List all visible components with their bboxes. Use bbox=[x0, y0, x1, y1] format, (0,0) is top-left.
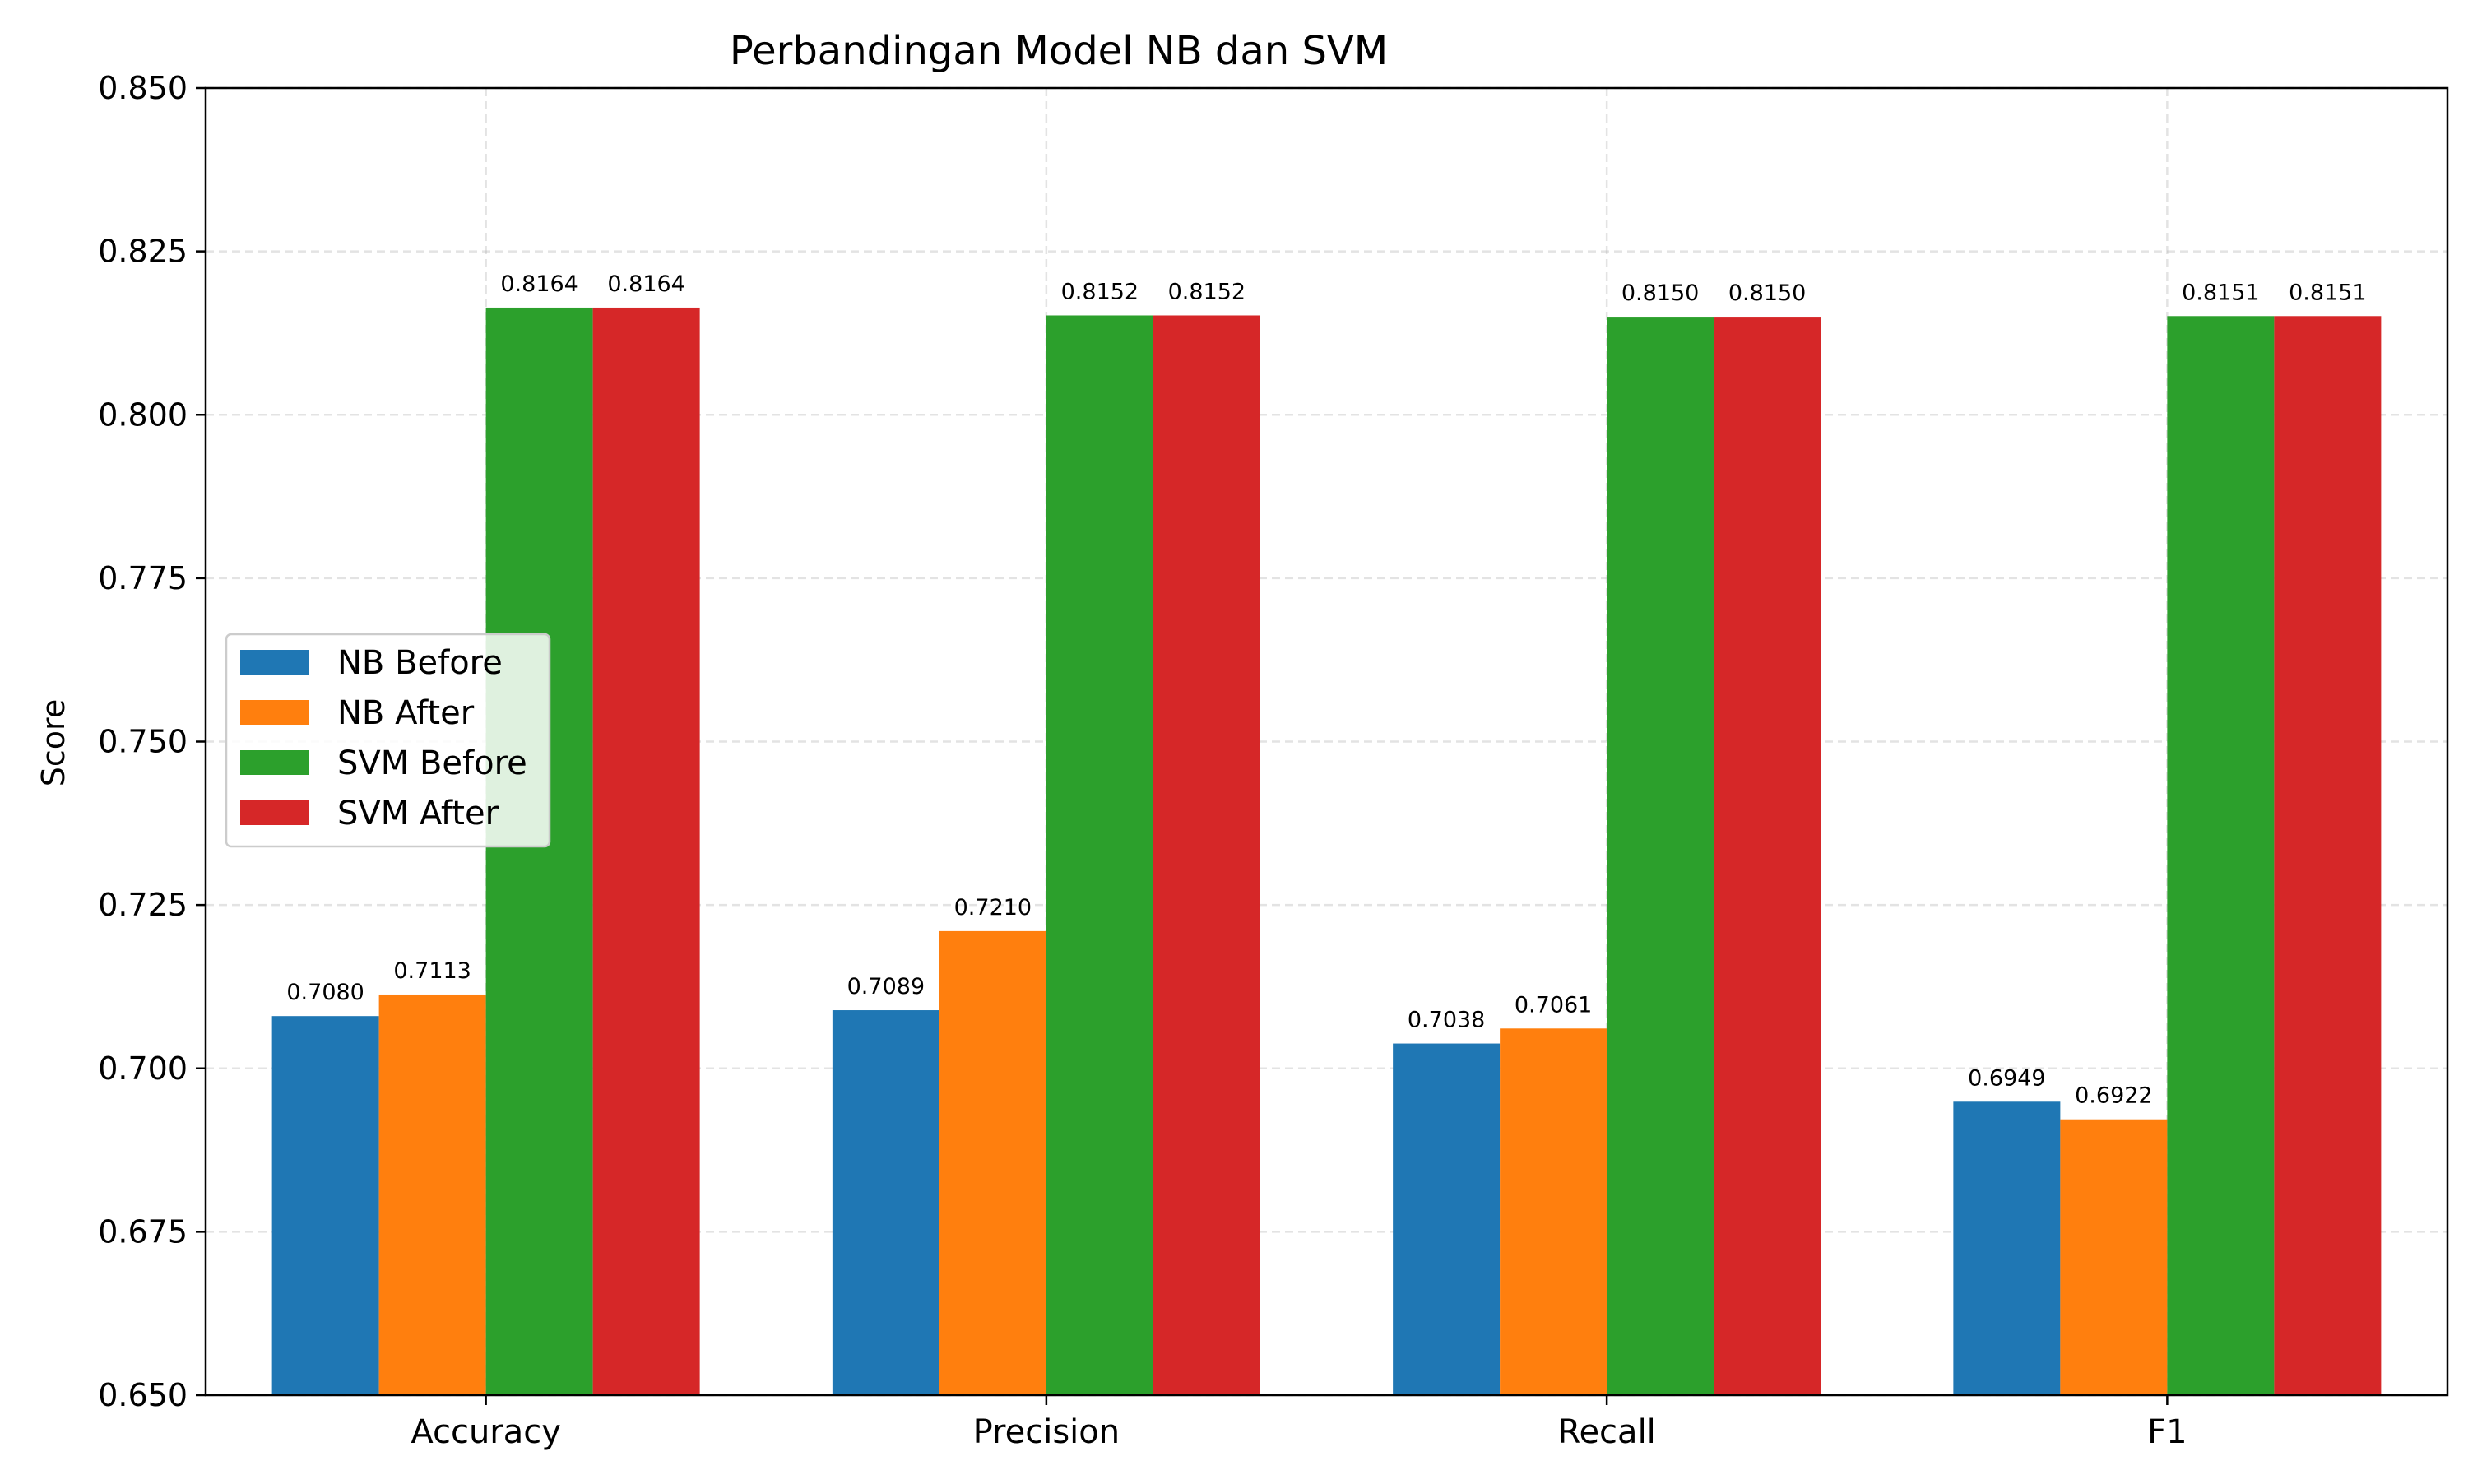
bar bbox=[2167, 316, 2275, 1395]
bar bbox=[1714, 317, 1821, 1396]
legend-swatch bbox=[240, 800, 309, 825]
bar-value-label: 0.7080 bbox=[286, 980, 364, 1005]
bar bbox=[1607, 317, 1714, 1396]
y-tick-label: 0.825 bbox=[98, 234, 188, 270]
y-tick-label: 0.650 bbox=[98, 1377, 188, 1413]
bar bbox=[939, 930, 1046, 1395]
bar bbox=[271, 1016, 379, 1395]
x-tick-label: F1 bbox=[2147, 1413, 2187, 1451]
bar bbox=[592, 307, 700, 1395]
x-tick-label: Accuracy bbox=[411, 1413, 561, 1451]
legend-label: SVM After bbox=[337, 795, 499, 832]
bar bbox=[2060, 1119, 2168, 1395]
y-tick-label: 0.775 bbox=[98, 560, 188, 596]
bar-value-label: 0.8150 bbox=[1621, 281, 1699, 306]
bar-value-label: 0.8152 bbox=[1168, 279, 1246, 304]
bar-value-label: 0.8151 bbox=[2289, 280, 2366, 305]
bar bbox=[378, 994, 486, 1395]
chart-title: Perbandingan Model NB dan SVM bbox=[730, 28, 1388, 74]
y-tick-label: 0.850 bbox=[98, 70, 188, 106]
bar-value-label: 0.7061 bbox=[1515, 992, 1592, 1018]
bar-value-label: 0.7038 bbox=[1408, 1008, 1485, 1033]
bar-value-label: 0.6922 bbox=[2075, 1083, 2152, 1109]
bar bbox=[1153, 315, 1260, 1396]
bar-value-label: 0.8164 bbox=[607, 271, 684, 297]
bar bbox=[1500, 1028, 1607, 1395]
bar bbox=[832, 1010, 939, 1395]
legend-label: NB Before bbox=[337, 644, 503, 682]
bar bbox=[2274, 316, 2382, 1395]
bar-value-label: 0.7113 bbox=[393, 958, 471, 984]
bars-layer bbox=[271, 307, 2382, 1396]
bar-value-label: 0.8150 bbox=[1728, 281, 1806, 306]
y-tick-label: 0.675 bbox=[98, 1213, 188, 1250]
legend-swatch bbox=[240, 750, 309, 775]
y-tick-label: 0.700 bbox=[98, 1050, 188, 1087]
x-tick-label: Recall bbox=[1557, 1413, 1655, 1451]
legend-label: NB After bbox=[337, 694, 475, 732]
bar-value-label: 0.8151 bbox=[2182, 280, 2259, 305]
legend-swatch bbox=[240, 700, 309, 725]
bar-value-label: 0.7210 bbox=[954, 895, 1032, 921]
legend: NB Before NB After SVM Before SVM After bbox=[225, 633, 551, 848]
bar bbox=[485, 307, 593, 1395]
legend-swatch bbox=[240, 650, 309, 675]
legend-box bbox=[225, 633, 551, 848]
y-tick-label: 0.750 bbox=[98, 724, 188, 760]
labels-layer: 0.7080 0.7113 0.8164 0.8164 0.7089 0.7210 0.81… bbox=[286, 271, 2366, 1109]
bar-value-label: 0.8152 bbox=[1061, 279, 1139, 304]
bar bbox=[1953, 1101, 2061, 1395]
bar bbox=[1393, 1043, 1501, 1395]
axes-layer: 0.650 0.675 0.700 0.725 0.750 0.775 0.800 0.825… bbox=[98, 70, 2187, 1451]
bar-value-label: 0.8164 bbox=[500, 271, 578, 297]
bar bbox=[1046, 315, 1153, 1396]
y-tick-label: 0.725 bbox=[98, 887, 188, 923]
legend-label: SVM Before bbox=[337, 744, 527, 782]
y-axis-label: Score bbox=[35, 699, 72, 786]
x-tick-label: Precision bbox=[973, 1413, 1120, 1451]
bar-value-label: 0.6949 bbox=[1968, 1065, 2045, 1091]
bar-value-label: 0.7089 bbox=[847, 974, 925, 999]
y-tick-label: 0.800 bbox=[98, 397, 188, 433]
